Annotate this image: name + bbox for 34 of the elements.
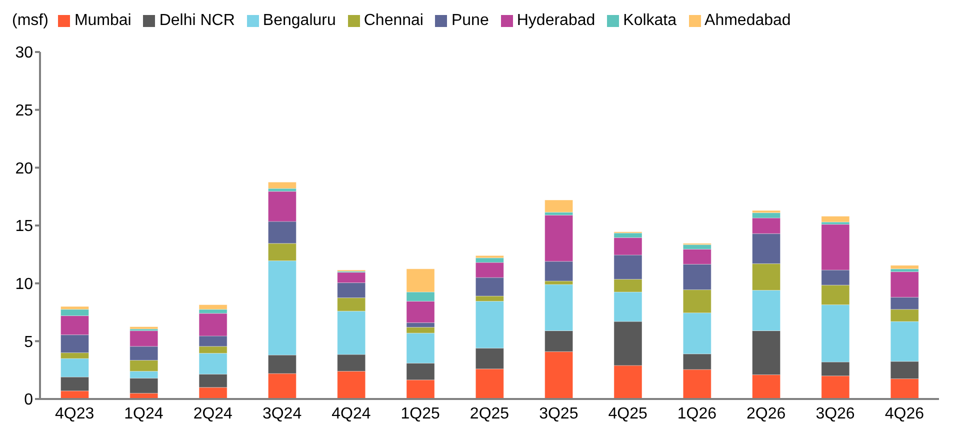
y-tick-label: 25 bbox=[15, 102, 34, 120]
x-tick-label: 4Q25 bbox=[608, 405, 648, 422]
legend-label: Hyderabad bbox=[516, 12, 596, 30]
x-tick-label: 2Q24 bbox=[193, 405, 233, 422]
x-tick-label: 1Q25 bbox=[400, 405, 440, 422]
y-tick-label: 5 bbox=[24, 334, 34, 351]
x-tick-label: 3Q24 bbox=[262, 405, 302, 422]
x-tick-label: 3Q25 bbox=[539, 405, 578, 422]
bar bbox=[198, 304, 228, 310]
bar bbox=[821, 216, 850, 222]
y-tick-label: 15 bbox=[15, 218, 34, 236]
x-tick-label: 2Q25 bbox=[470, 405, 510, 422]
x-tick-label: 4Q26 bbox=[884, 405, 924, 422]
bar bbox=[544, 200, 574, 212]
x-tick-label: 3Q26 bbox=[816, 405, 855, 422]
x-tick-label: 4Q23 bbox=[55, 405, 94, 422]
x-tick-label: 1Q24 bbox=[124, 405, 164, 422]
legend-label: Mumbai bbox=[74, 12, 132, 30]
y-tick-label: 0 bbox=[24, 392, 34, 409]
legend-label: Delhi NCR bbox=[159, 12, 235, 30]
x-tick-label: 2Q26 bbox=[746, 405, 786, 422]
bar bbox=[890, 265, 919, 270]
legend-label: Pune bbox=[451, 12, 489, 30]
y-axis-title: (msf) bbox=[12, 12, 48, 30]
y-tick-label: 10 bbox=[15, 276, 34, 294]
x-tick-label: 1Q26 bbox=[677, 405, 717, 422]
legend-label: Bengaluru bbox=[262, 12, 336, 30]
legend-label: Ahmedabad bbox=[704, 12, 791, 30]
y-tick-label: 20 bbox=[15, 160, 34, 178]
legend-label: Chennai bbox=[364, 12, 424, 30]
bar bbox=[268, 182, 296, 189]
legend-label: Kolkata bbox=[623, 12, 677, 30]
y-tick-label: 30 bbox=[15, 44, 34, 62]
x-tick-label: 4Q24 bbox=[332, 405, 371, 422]
